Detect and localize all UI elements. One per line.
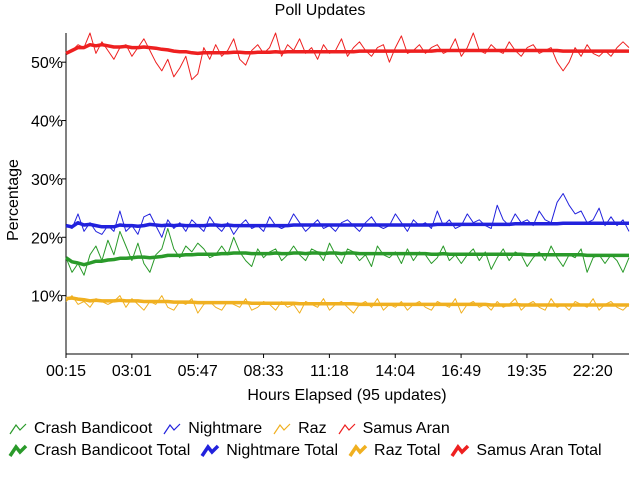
legend-swatch-crash-bandicoot-total <box>8 444 28 457</box>
x-tick-label: 08:33 <box>244 363 284 380</box>
y-tick-label: 40% <box>31 114 63 131</box>
series-line-raz-total <box>65 296 629 307</box>
series-lines <box>65 32 630 314</box>
legend-swatch-raz-total <box>348 444 368 457</box>
legend-row-totals: Crash Bandicoot Total Nightmare Total Ra… <box>8 440 612 462</box>
legend-swatch-nightmare <box>163 423 181 435</box>
legend-label-crash-bandicoot: Crash Bandicoot <box>34 420 153 437</box>
legend-swatch-samus-aran <box>338 423 355 435</box>
legend-swatch-nightmare-total <box>200 444 220 457</box>
x-tick-label: 00:15 <box>46 363 86 380</box>
legend-label-nightmare: Nightmare <box>188 420 263 437</box>
y-tick-label: 10% <box>31 289 63 306</box>
legend-item-nightmare-total: Nightmare Total <box>200 442 338 460</box>
legend-label-raz: Raz <box>298 420 327 437</box>
y-axis-label: Percentage <box>5 159 22 241</box>
legend-label-raz-total: Raz Total <box>374 442 441 459</box>
legend-label-crash-bandicoot-total: Crash Bandicoot Total <box>34 442 191 459</box>
legend-label-nightmare-total: Nightmare Total <box>226 442 339 459</box>
legend-item-crash-bandicoot: Crash Bandicoot <box>8 420 152 438</box>
series-line-crash-bandicoot-total <box>65 251 629 267</box>
x-tick-label: 05:47 <box>178 363 218 380</box>
legend: Crash Bandicoot Nightmare Raz Samus Aran… <box>8 418 612 462</box>
legend-row-updates: Crash Bandicoot Nightmare Raz Samus Aran <box>8 418 612 440</box>
legend-label-samus-aran-total: Samus Aran Total <box>476 442 602 459</box>
series-line-nightmare <box>65 193 630 238</box>
legend-item-crash-bandicoot-total: Crash Bandicoot Total <box>8 442 190 460</box>
x-tick-label: 11:18 <box>310 363 349 380</box>
x-tick-label: 19:35 <box>507 363 547 380</box>
legend-swatch-raz <box>273 423 291 435</box>
series-line-nightmare-total <box>65 220 629 229</box>
series-line-samus-aran <box>65 32 630 81</box>
y-tick-label: 50% <box>31 55 63 72</box>
legend-item-nightmare: Nightmare <box>162 420 262 438</box>
x-tick-label: 03:01 <box>112 363 152 380</box>
poll-line-chart: 10% 20% 30% 40% 50% 00:15 03:01 05:47 08:33 11:18… <box>5 32 630 404</box>
legend-item-raz: Raz <box>272 420 327 438</box>
legend-item-samus-aran-total: Samus Aran Total <box>450 442 602 460</box>
legend-item-raz-total: Raz Total <box>348 442 440 460</box>
series-line-samus-aran-total <box>65 42 629 56</box>
chart-title: Poll Updates <box>274 2 366 19</box>
axes: 10% 20% 30% 40% 50% 00:15 03:01 05:47 08:33 11:18… <box>31 33 629 380</box>
x-tick-label: 14:04 <box>375 363 415 380</box>
legend-item-samus-aran: Samus Aran <box>337 420 450 438</box>
legend-swatch-samus-aran-total <box>450 444 470 457</box>
legend-swatch-crash-bandicoot <box>9 423 27 435</box>
x-axis-label: Hours Elapsed (95 updates) <box>247 387 446 404</box>
x-tick-label: 16:49 <box>441 363 481 380</box>
y-tick-label: 20% <box>31 230 63 247</box>
legend-label-samus-aran: Samus Aran <box>362 420 450 437</box>
x-tick-label: 22:20 <box>573 363 613 380</box>
y-tick-label: 30% <box>31 172 63 189</box>
